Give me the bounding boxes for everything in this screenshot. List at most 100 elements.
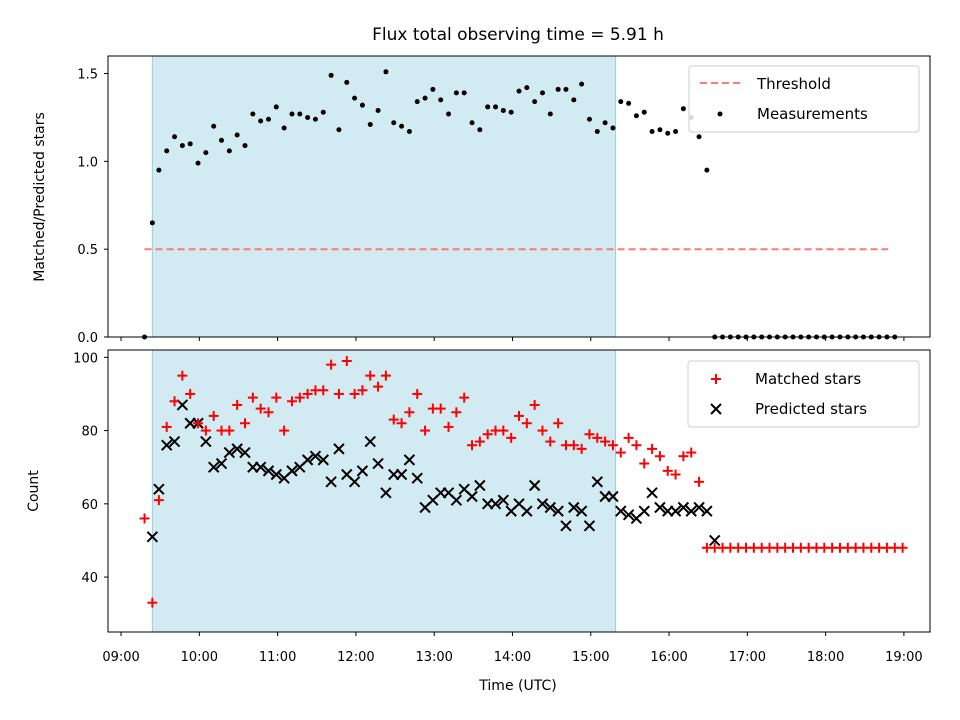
- measurement-point: [312, 116, 318, 122]
- measurement-point: [344, 79, 350, 85]
- predicted-point: [544, 501, 557, 514]
- predicted-point: [301, 454, 314, 466]
- predicted-mark-b: [536, 498, 549, 510]
- measurement-point: [680, 106, 686, 112]
- measurement-point: [430, 86, 436, 92]
- predicted-series: [146, 399, 721, 547]
- matched-point: [357, 385, 368, 396]
- matched-point: [647, 443, 658, 454]
- predicted-mark-b: [364, 435, 376, 448]
- chart-title: Flux total observing time = 5.91 h: [372, 25, 664, 45]
- legend-matched-swatch: [711, 374, 721, 384]
- predicted-mark-b: [215, 457, 228, 470]
- measurement-point: [203, 150, 209, 156]
- legend-x-mark-b: [710, 403, 722, 415]
- predicted-point: [286, 465, 298, 477]
- measurement-point: [657, 127, 663, 133]
- predicted-point: [231, 443, 243, 455]
- predicted-mark-b: [575, 505, 588, 517]
- predicted-mark-b: [356, 465, 369, 477]
- matched-point: [271, 392, 282, 403]
- measurement-point: [563, 86, 569, 92]
- predicted-mark-b: [685, 505, 697, 517]
- measurement-point: [579, 81, 585, 87]
- matched-point: [177, 370, 188, 381]
- measurement-point: [164, 148, 170, 154]
- predicted-mark-b: [153, 483, 165, 495]
- measurement-point: [211, 123, 217, 129]
- matched-point: [584, 429, 595, 440]
- predicted-mark-b: [317, 454, 329, 466]
- predicted-mark-b: [544, 501, 557, 514]
- matched-point: [435, 403, 446, 414]
- predicted-mark-b: [176, 399, 189, 411]
- measurement-point: [594, 129, 600, 135]
- predicted-point: [333, 443, 345, 455]
- matched-point: [467, 440, 478, 451]
- predicted-mark-b: [380, 487, 392, 499]
- matched-point: [631, 440, 642, 451]
- matched-point: [232, 399, 243, 410]
- bottom-plot-frame: [107, 349, 931, 633]
- matched-point: [662, 465, 673, 476]
- matched-point: [545, 436, 556, 447]
- predicted-mark-b: [239, 446, 251, 459]
- predicted-point: [207, 461, 220, 473]
- predicted-mark-b: [223, 446, 236, 459]
- top-y-tick-label: 1.0: [77, 155, 98, 170]
- matched-point: [897, 542, 908, 553]
- matched-series: [139, 355, 908, 608]
- predicted-mark-b: [146, 531, 159, 543]
- matched-point: [373, 381, 384, 392]
- predicted-mark-b: [168, 435, 181, 448]
- measurement-point: [336, 127, 342, 133]
- predicted-point: [200, 435, 212, 448]
- matched-point: [576, 443, 587, 454]
- predicted-mark-b: [669, 505, 682, 517]
- legend-measurements-swatch: [717, 111, 723, 117]
- predicted-point: [591, 476, 603, 488]
- measurement-point: [586, 116, 592, 122]
- predicted-point: [528, 479, 541, 492]
- legend-predicted-label: Predicted stars: [755, 400, 867, 418]
- top-y-axis-label: Matched/Predicted stars: [32, 112, 48, 282]
- predicted-point: [380, 487, 392, 499]
- predicted-point: [168, 435, 181, 448]
- measurement-point: [352, 95, 358, 101]
- measurement-point: [258, 118, 264, 124]
- matched-point: [286, 396, 297, 407]
- matched-point: [153, 495, 164, 506]
- measurement-point: [641, 109, 647, 115]
- predicted-mark-b: [622, 509, 635, 521]
- predicted-point: [685, 505, 697, 517]
- predicted-point: [146, 531, 159, 543]
- predicted-mark-b: [552, 505, 564, 517]
- measurement-point: [297, 111, 303, 117]
- matched-point: [161, 421, 172, 432]
- measurement-point: [539, 90, 545, 96]
- matched-point: [318, 385, 329, 396]
- predicted-mark-b: [348, 476, 361, 488]
- bottom-x-ticks: 09:00 10:00 11:00 12:00 13:00 14:00 15:00 16:00…: [102, 632, 923, 665]
- predicted-mark-b: [286, 465, 298, 477]
- measurement-point: [626, 100, 632, 106]
- measurement-point: [446, 111, 452, 117]
- measurement-point: [493, 104, 499, 110]
- predicted-mark-b: [442, 487, 455, 499]
- predicted-mark-b: [654, 501, 666, 514]
- top-y-tick-label: 0.0: [77, 331, 98, 346]
- measurement-point: [383, 69, 389, 75]
- predicted-point: [262, 465, 275, 477]
- predicted-point: [709, 534, 721, 547]
- predicted-point: [521, 505, 533, 517]
- predicted-point: [466, 490, 478, 503]
- predicted-point: [552, 505, 564, 517]
- predicted-point: [646, 487, 658, 499]
- measurement-point: [273, 104, 279, 110]
- measurement-point: [516, 88, 522, 94]
- predicted-mark-b: [207, 461, 220, 473]
- matched-point: [302, 388, 313, 399]
- predicted-mark-b: [615, 505, 627, 517]
- predicted-mark-b: [560, 520, 572, 532]
- predicted-point: [325, 476, 337, 488]
